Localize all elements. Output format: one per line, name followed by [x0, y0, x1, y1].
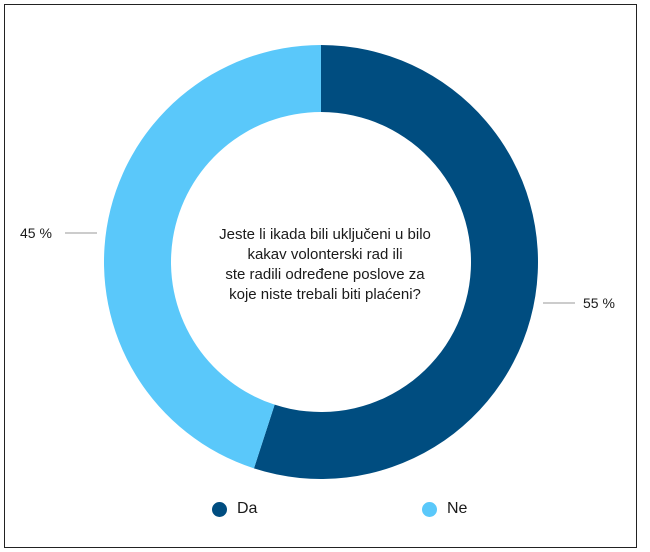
data-label-ne: 45 % — [20, 225, 52, 241]
legend-swatch-da — [212, 501, 227, 517]
chart-title: Jeste li ikada bili uključeni u bilo kak… — [210, 225, 440, 305]
donut-slice-da — [253, 45, 539, 479]
title-line-4: koje niste trebali biti plaćeni? — [229, 286, 421, 303]
legend-swatch-ne — [422, 501, 437, 517]
legend-label-da: Da — [237, 500, 258, 517]
legend-item-da: Da — [212, 500, 257, 518]
title-line-1: Jeste li ikada bili uključeni u bilo — [219, 226, 431, 243]
title-line-2: kakav volonterski rad ili — [247, 246, 403, 263]
title-line-3: ste radili određene poslove za — [225, 266, 425, 283]
data-label-da: 55 % — [583, 295, 615, 311]
legend-item-ne: Ne — [422, 500, 467, 518]
legend-label-ne: Ne — [447, 500, 468, 517]
donut-slice-ne — [103, 45, 321, 469]
donut-slices — [103, 45, 539, 479]
